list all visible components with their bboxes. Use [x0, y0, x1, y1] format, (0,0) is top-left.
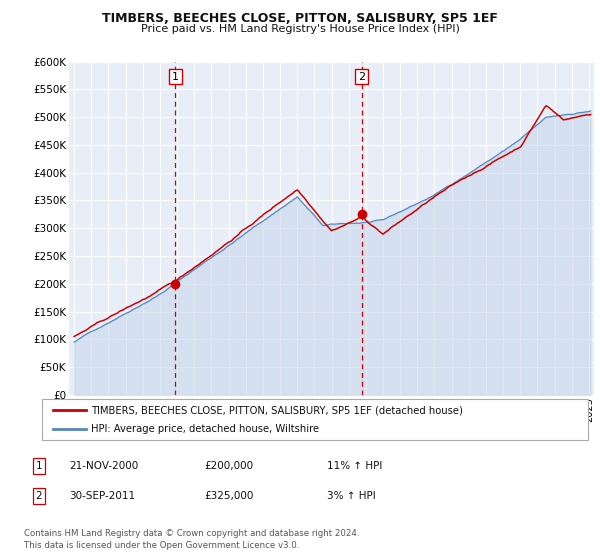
- Text: £325,000: £325,000: [204, 491, 253, 501]
- Text: TIMBERS, BEECHES CLOSE, PITTON, SALISBURY, SP5 1EF (detached house): TIMBERS, BEECHES CLOSE, PITTON, SALISBUR…: [91, 405, 463, 415]
- Text: 1: 1: [172, 72, 179, 82]
- Text: 2: 2: [358, 72, 365, 82]
- Text: £200,000: £200,000: [204, 461, 253, 471]
- Text: Contains HM Land Registry data © Crown copyright and database right 2024.
This d: Contains HM Land Registry data © Crown c…: [24, 529, 359, 550]
- Text: 21-NOV-2000: 21-NOV-2000: [69, 461, 138, 471]
- Text: HPI: Average price, detached house, Wiltshire: HPI: Average price, detached house, Wilt…: [91, 424, 319, 433]
- Text: TIMBERS, BEECHES CLOSE, PITTON, SALISBURY, SP5 1EF: TIMBERS, BEECHES CLOSE, PITTON, SALISBUR…: [102, 12, 498, 25]
- Text: 11% ↑ HPI: 11% ↑ HPI: [327, 461, 382, 471]
- Text: Price paid vs. HM Land Registry's House Price Index (HPI): Price paid vs. HM Land Registry's House …: [140, 24, 460, 34]
- FancyBboxPatch shape: [42, 399, 588, 440]
- Text: 30-SEP-2011: 30-SEP-2011: [69, 491, 135, 501]
- Text: 3% ↑ HPI: 3% ↑ HPI: [327, 491, 376, 501]
- Text: 2: 2: [35, 491, 43, 501]
- Text: 1: 1: [35, 461, 43, 471]
